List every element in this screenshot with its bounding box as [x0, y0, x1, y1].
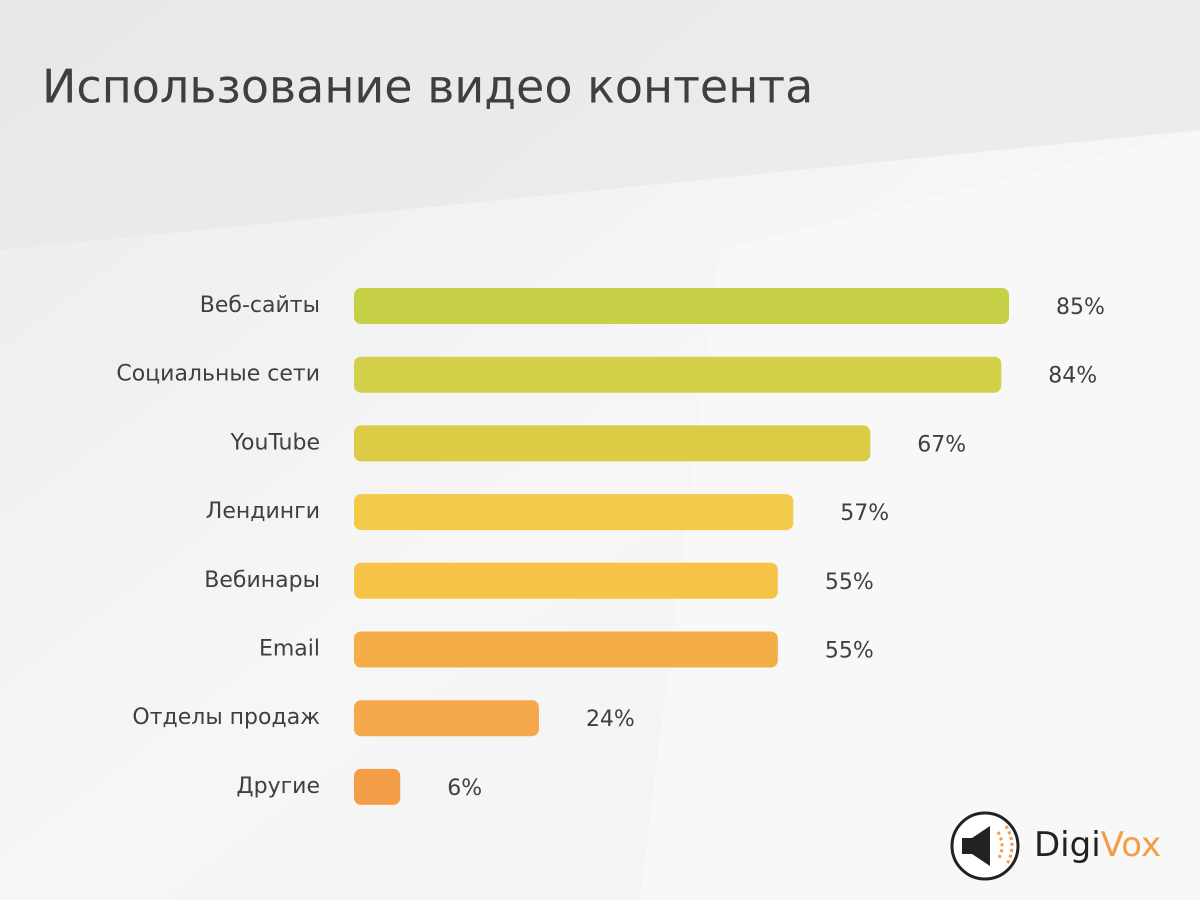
logo: DigiVox	[950, 811, 1161, 881]
category-label: Лендинги	[206, 499, 320, 524]
value-label: 67%	[917, 432, 966, 457]
background-shape	[0, 0, 1200, 250]
logo-icon	[962, 826, 990, 866]
value-label: 55%	[825, 570, 874, 595]
value-label: 55%	[825, 639, 874, 664]
category-label: Веб-сайты	[200, 293, 320, 318]
category-label: Отделы продаж	[132, 705, 320, 730]
category-label: Вебинары	[204, 568, 320, 593]
category-label: Социальные сети	[116, 362, 320, 387]
bar	[354, 356, 1002, 393]
logo-text: DigiVox	[1034, 825, 1161, 865]
bar	[354, 768, 401, 805]
logo-icon	[996, 825, 1014, 867]
chart-title: Использование видео контента	[42, 60, 813, 114]
bar	[354, 494, 794, 531]
logo-text: Vox	[1101, 825, 1162, 865]
value-label: 57%	[840, 501, 889, 526]
value-label: 84%	[1048, 364, 1097, 389]
bar	[354, 700, 539, 737]
bar	[354, 631, 778, 668]
value-label: 6%	[447, 776, 482, 801]
value-label: 24%	[586, 707, 635, 732]
value-label: 85%	[1056, 295, 1105, 320]
category-label: YouTube	[230, 430, 320, 455]
bar	[354, 562, 778, 599]
bar	[354, 425, 871, 462]
logo-text: Digi	[1034, 825, 1101, 865]
category-label: Другие	[236, 774, 320, 799]
category-label: Email	[259, 637, 320, 662]
bar	[354, 288, 1010, 324]
